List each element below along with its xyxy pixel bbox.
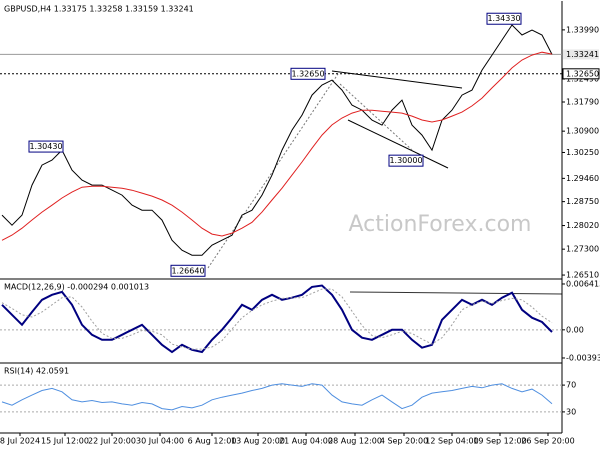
trend-line xyxy=(347,119,449,169)
y-tick-label: 1.28750 xyxy=(566,197,599,206)
series-line xyxy=(1,51,553,241)
annotation-label: 1.34330 xyxy=(487,14,520,23)
y-tick-label: 1.33990 xyxy=(566,25,599,34)
x-tick-label: 19 Sep 12:00 xyxy=(473,437,526,446)
annotation-label: 1.26640 xyxy=(171,266,204,275)
annotation-box xyxy=(388,154,424,167)
trend-line xyxy=(349,291,563,295)
y-tick-label: 1.29460 xyxy=(566,174,599,183)
annotation-label: 1.32650 xyxy=(291,69,324,78)
y-tick-label: 1.30900 xyxy=(566,127,599,136)
x-tick-label: 15 Jul 12:00 xyxy=(41,437,89,446)
annotation-label: 1.30430 xyxy=(29,142,62,151)
watermark: ActionForex.com xyxy=(349,212,532,237)
y-tick-label: 1.28020 xyxy=(566,221,599,230)
y-tick-label: 0.00 xyxy=(566,325,584,334)
y-tick-label: 30 xyxy=(566,407,576,416)
price-label: 1.32650 xyxy=(566,69,599,78)
x-tick-label: 12 Sep 04:00 xyxy=(425,437,478,446)
x-tick-label: 8 Jul 2024 xyxy=(0,437,40,446)
x-tick-label: 4 Sep 20:00 xyxy=(380,437,428,446)
x-tick-label: 13 Aug 20:00 xyxy=(231,437,285,446)
annotation-box xyxy=(290,67,326,80)
x-tick-label: 26 Sep 20:00 xyxy=(521,437,574,446)
price-label: 1.33241 xyxy=(566,50,599,59)
x-tick-label: 28 Aug 12:00 xyxy=(328,437,382,446)
series-line xyxy=(1,284,553,354)
y-tick-label: 1.30250 xyxy=(566,148,599,157)
x-tick-label: 21 Aug 04:00 xyxy=(279,437,333,446)
annotation-box xyxy=(28,140,64,153)
annotation-box xyxy=(170,264,206,277)
x-tick-label: 6 Aug 12:00 xyxy=(188,437,237,446)
annotation-label: 1.30000 xyxy=(389,156,422,165)
x-tick-label: 30 Jul 04:00 xyxy=(136,437,184,446)
y-tick-label: -0.003938 xyxy=(566,353,600,362)
y-tick-label: 0.006413 xyxy=(566,279,600,288)
annotation-box xyxy=(486,12,522,25)
panel-title: MACD(12,26,9) -0.000294 0.001013 xyxy=(4,283,149,292)
y-tick-label: 1.27300 xyxy=(566,245,599,254)
x-tick-label: 22 Jul 20:00 xyxy=(88,437,136,446)
series-line xyxy=(1,24,553,256)
price-label-box xyxy=(562,68,600,80)
y-tick-label: 70 xyxy=(566,381,576,390)
panel-title: RSI(14) 42.0591 xyxy=(4,367,69,376)
panel-title: GBPUSD,H4 1.33175 1.33258 1.33159 1.3324… xyxy=(4,5,194,14)
y-tick-label: 1.26510 xyxy=(566,271,599,280)
y-tick-label: 1.31790 xyxy=(566,97,599,106)
price-label-box xyxy=(563,49,599,60)
series-line xyxy=(1,288,553,350)
trend-line xyxy=(339,83,413,151)
trend-line xyxy=(207,73,339,269)
series-line xyxy=(1,383,553,411)
